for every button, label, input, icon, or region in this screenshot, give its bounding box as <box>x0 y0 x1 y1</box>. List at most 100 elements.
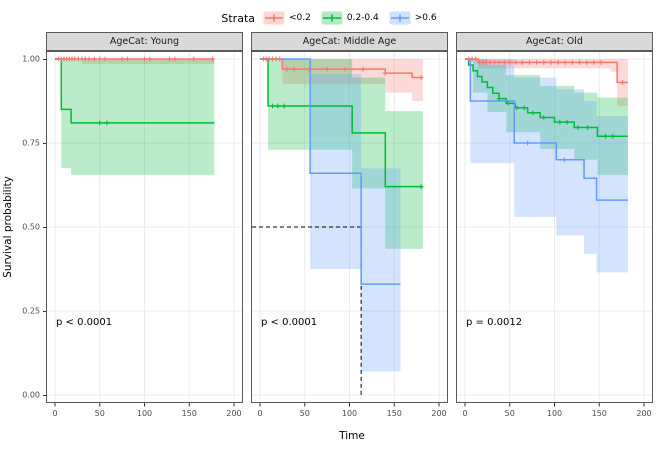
plot-area: Survival probability 1.00 0.75 0.50 0.25 0.0… <box>0 32 658 429</box>
x-tick-label: 200 <box>226 409 241 418</box>
panel-body-old: 0 50 100 150 200 p = 0.0012 <box>456 51 653 429</box>
censor-mark <box>492 59 497 65</box>
ci-band <box>465 59 628 273</box>
censor-mark <box>418 184 424 190</box>
x-tick-label: 0 <box>52 409 57 418</box>
x-tick-label: 0 <box>257 409 262 418</box>
facet-plot: 0 50 100 150 200 <box>456 51 653 418</box>
ci-band <box>465 59 628 107</box>
censor-mark <box>342 66 348 72</box>
censor-mark <box>561 157 567 163</box>
panel-body-middle-age: 0 50 100 150 200 p < 0.0001 <box>251 51 448 429</box>
y-tick-label: 0.25 <box>22 306 40 316</box>
censor-mark <box>610 133 616 139</box>
censor-mark <box>620 80 625 85</box>
censor-mark <box>418 75 424 80</box>
censor-mark <box>496 96 502 102</box>
censor-mark <box>603 133 608 139</box>
legend-title: Strata <box>221 11 256 25</box>
ci-band <box>55 59 215 175</box>
x-tick-label: 150 <box>592 409 607 418</box>
survival-curve <box>260 58 423 188</box>
censor-mark <box>104 120 110 126</box>
y-axis-title: Survival probability <box>0 32 16 429</box>
censor-mark <box>496 59 502 65</box>
censor-mark <box>562 59 568 65</box>
facet-strip-middle-age: AgeCat: Middle Age <box>251 32 448 51</box>
censor-mark <box>102 56 108 62</box>
censor-mark <box>519 59 525 65</box>
censor-mark <box>505 100 511 106</box>
censor-mark <box>534 59 539 65</box>
x-tick-label: 200 <box>431 409 446 418</box>
facet-panel-young: AgeCat: Young 0 50 100 150 200 p < 0.0001 <box>46 32 243 429</box>
ci-band <box>260 59 401 372</box>
panel-border <box>46 51 243 403</box>
p-value-label-young: p < 0.0001 <box>56 317 113 328</box>
survival-curve <box>465 58 628 84</box>
x-tick-label: 150 <box>182 409 197 418</box>
facet-strip-old: AgeCat: Old <box>456 32 653 51</box>
legend-item: >0.6 <box>389 11 437 25</box>
censor-mark <box>525 140 531 146</box>
x-tick-label: 0 <box>462 409 467 418</box>
y-axis-title-text: Survival probability <box>2 176 14 278</box>
facet-panel-middle-age: AgeCat: Middle Age 0 50 100 150 200 p < 0.00… <box>251 32 448 429</box>
x-tick-label: 50 <box>95 409 105 418</box>
censor-mark <box>277 56 283 62</box>
censor-mark <box>119 56 125 62</box>
censor-mark <box>541 59 547 65</box>
censor-mark <box>382 70 388 76</box>
censor-mark <box>167 56 172 62</box>
y-tick-label: 0.75 <box>22 138 40 148</box>
censor-mark <box>527 59 532 65</box>
censor-mark <box>210 56 215 62</box>
x-tick-label: 100 <box>547 409 562 418</box>
censor-mark <box>514 105 520 111</box>
survival-curve <box>260 58 401 285</box>
p-value-label-middle-age: p < 0.0001 <box>261 317 318 328</box>
censor-mark <box>86 56 92 62</box>
legend-items: <0.2 0.2-0.4 >0.6 <box>263 11 437 25</box>
y-tick-label: 0.00 <box>22 390 40 400</box>
x-axis-title: Time <box>339 430 365 442</box>
x-tick-label: 50 <box>300 409 310 418</box>
y-tick-label: 0.50 <box>22 222 40 232</box>
facet-plot: 0 50 100 150 200 <box>251 51 448 418</box>
x-tick-label: 100 <box>342 409 357 418</box>
ci-band <box>55 59 215 71</box>
censor-mark <box>584 59 590 65</box>
facet-panels: AgeCat: Young 0 50 100 150 200 p < 0.0001 Ag… <box>46 32 653 429</box>
x-tick-label: 50 <box>505 409 515 418</box>
censor-mark <box>513 59 519 65</box>
facet-panel-old: AgeCat: Old 0 50 100 150 200 p = 0.0012 <box>456 32 653 429</box>
censor-mark <box>147 56 153 62</box>
censor-mark <box>555 59 561 65</box>
censor-mark <box>473 56 479 62</box>
censor-mark <box>507 59 513 65</box>
legend-key-icon <box>321 11 343 25</box>
y-tick-mark <box>43 311 46 312</box>
y-tick-mark <box>43 395 46 396</box>
legend-item-label: 0.2-0.4 <box>346 13 379 23</box>
censor-mark <box>570 59 575 65</box>
y-tick-mark <box>43 143 46 144</box>
panel-border <box>251 51 448 403</box>
censor-mark <box>541 115 547 120</box>
x-tick-label: 100 <box>137 409 152 418</box>
censor-mark <box>125 56 130 62</box>
panel-border <box>456 51 653 403</box>
censor-mark <box>97 120 103 126</box>
y-tick-label: 1.00 <box>22 54 40 64</box>
legend-item-label: >0.6 <box>414 13 437 23</box>
legend-item: 0.2-0.4 <box>321 11 379 25</box>
censor-mark <box>591 59 597 65</box>
legend-item: <0.2 <box>263 11 311 25</box>
survival-curve <box>465 58 628 201</box>
y-axis-ticks: 1.00 0.75 0.50 0.25 0.00 <box>16 32 46 429</box>
censor-mark <box>281 103 287 109</box>
facet-strip-young: AgeCat: Young <box>46 32 243 51</box>
censor-mark <box>548 59 554 65</box>
censor-mark <box>275 103 281 109</box>
